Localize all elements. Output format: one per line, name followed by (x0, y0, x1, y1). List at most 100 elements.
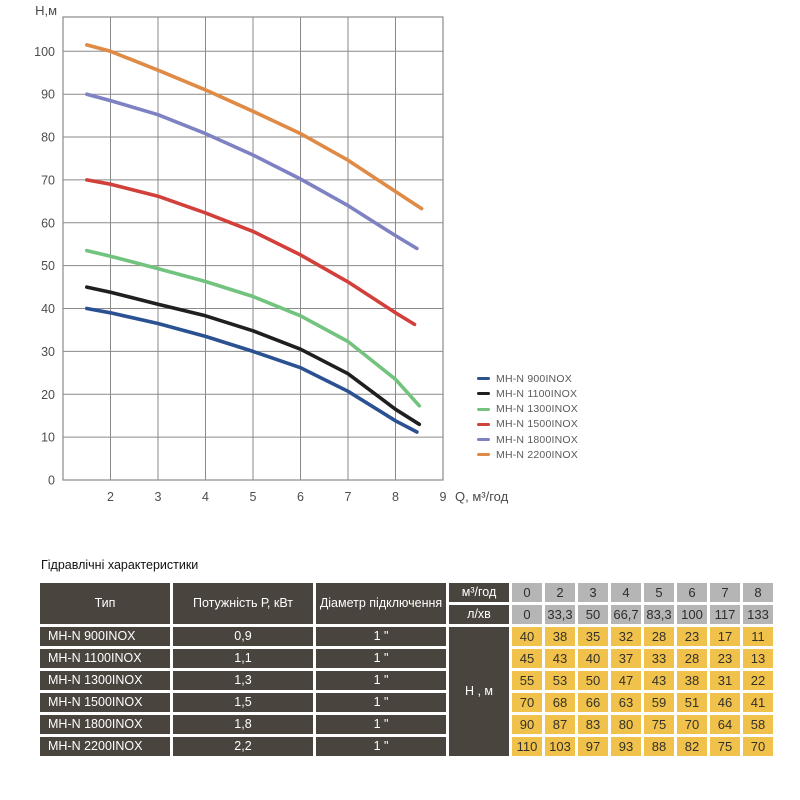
head-value: 40 (578, 649, 608, 668)
head-value: 23 (710, 649, 740, 668)
pump-power: 1,8 (173, 715, 313, 734)
pump-curves-chart: 0 10 20 30 40 50 60 70 80 90 100 2 3 4 5 6 7 8 9 Н,м Q, м³/г… (34, 3, 578, 504)
head-value: 28 (677, 649, 707, 668)
head-value: 22 (743, 671, 773, 690)
head-value: 82 (677, 737, 707, 756)
head-value: 13 (743, 649, 773, 668)
y-tick-label: 20 (41, 388, 55, 402)
flow-lmin-value: 50 (578, 605, 608, 624)
y-axis-title: Н,м (35, 3, 57, 18)
head-value: 41 (743, 693, 773, 712)
flow-lmin-value: 33,3 (545, 605, 575, 624)
legend-label: MH-N 1500INOX (496, 418, 578, 431)
x-tick-label: 5 (250, 490, 257, 504)
head-value: 28 (644, 627, 674, 646)
x-tick-label: 3 (155, 490, 162, 504)
legend-line-swatch (477, 438, 490, 442)
head-value: 75 (710, 737, 740, 756)
y-tick-label: 30 (41, 345, 55, 359)
legend-line-swatch (477, 392, 490, 396)
head-value: 110 (512, 737, 542, 756)
pump-power: 1,1 (173, 649, 313, 668)
legend-label: MH-N 2200INOX (496, 448, 578, 461)
flow-m3h-value: 0 (512, 583, 542, 602)
head-value: 59 (644, 693, 674, 712)
legend-line-swatch (477, 407, 490, 411)
y-tick-label: 40 (41, 302, 55, 316)
head-value: 35 (578, 627, 608, 646)
flow-unit-m3h: м³/год (449, 583, 509, 602)
column-header-2: Діаметр підключення (316, 583, 446, 624)
head-value: 47 (611, 671, 641, 690)
head-value: 93 (611, 737, 641, 756)
head-value: 58 (743, 715, 773, 734)
legend-item-mh-n-1300inox: MH-N 1300INOX (477, 403, 578, 416)
y-tick-label: 10 (41, 431, 55, 445)
curve-mh-n-1500inox (85, 178, 417, 327)
pump-power: 0,9 (173, 627, 313, 646)
curve-mh-n-1800inox (85, 92, 419, 251)
head-value: 38 (677, 671, 707, 690)
pump-type: MH-N 1500INOX (40, 693, 170, 712)
flow-lmin-value: 0 (512, 605, 542, 624)
legend-item-mh-n-1100inox: MH-N 1100INOX (477, 387, 578, 400)
hydraulic-characteristics-table: Тип Потужність Р, кВт Діаметр підключення м… (40, 583, 773, 756)
legend-item-mh-n-1500inox: MH-N 1500INOX (477, 418, 578, 431)
legend-label: MH-N 1100INOX (496, 387, 578, 400)
flow-lmin-value: 117 (710, 605, 740, 624)
curve-mh-n-1100inox (85, 285, 422, 427)
legend-item-mh-n-1800inox: MH-N 1800INOX (477, 434, 578, 446)
pump-diameter: 1 " (316, 649, 446, 668)
curve-mh-n-900inox (85, 306, 419, 434)
curve-mh-n-2200inox (85, 43, 424, 211)
flow-m3h-value: 6 (677, 583, 707, 602)
head-value: 45 (512, 649, 542, 668)
x-tick-label: 9 (440, 490, 447, 504)
head-value: 31 (710, 671, 740, 690)
pump-diameter: 1 " (316, 715, 446, 734)
head-value: 55 (512, 671, 542, 690)
head-value: 70 (512, 693, 542, 712)
head-value: 50 (578, 671, 608, 690)
head-value: 32 (611, 627, 641, 646)
head-value: 90 (512, 715, 542, 734)
y-tick-label: 100 (34, 45, 55, 59)
pump-power: 1,3 (173, 671, 313, 690)
x-axis-title: Q, м³/год (455, 489, 509, 504)
pump-power: 2,2 (173, 737, 313, 756)
head-value: 40 (512, 627, 542, 646)
x-tick-label: 6 (297, 490, 304, 504)
head-value: 37 (611, 649, 641, 668)
legend-label: MH-N 1300INOX (496, 403, 578, 416)
column-header-1: Потужність Р, кВт (173, 583, 313, 624)
head-value: 53 (545, 671, 575, 690)
head-value: 33 (644, 649, 674, 668)
head-value: 11 (743, 627, 773, 646)
pump-type: MH-N 1300INOX (40, 671, 170, 690)
head-value: 51 (677, 693, 707, 712)
head-value: 38 (545, 627, 575, 646)
x-tick-label: 2 (107, 490, 114, 504)
head-value: 80 (611, 715, 641, 734)
head-value: 63 (611, 693, 641, 712)
pump-type: MH-N 900INOX (40, 627, 170, 646)
curve-mh-n-1300inox (85, 248, 422, 408)
head-value: 70 (743, 737, 773, 756)
y-tick-label: 70 (41, 173, 55, 187)
x-tick-label: 8 (392, 490, 399, 504)
chart-canvas: 0 10 20 30 40 50 60 70 80 90 100 2 3 4 5 6 7 8 9 Н,м Q, м³/г… (34, 3, 509, 504)
y-tick-label: 0 (48, 474, 55, 488)
head-value: 43 (644, 671, 674, 690)
legend-line-swatch (477, 453, 490, 457)
head-value: 46 (710, 693, 740, 712)
pump-diameter: 1 " (316, 671, 446, 690)
table-title: Гідравлічні характеристики (41, 558, 199, 572)
head-value: 64 (710, 715, 740, 734)
head-value: 66 (578, 693, 608, 712)
head-value: 88 (644, 737, 674, 756)
head-unit-label: Н , м (449, 627, 509, 756)
head-value: 75 (644, 715, 674, 734)
head-value: 103 (545, 737, 575, 756)
head-value: 68 (545, 693, 575, 712)
head-value: 17 (710, 627, 740, 646)
